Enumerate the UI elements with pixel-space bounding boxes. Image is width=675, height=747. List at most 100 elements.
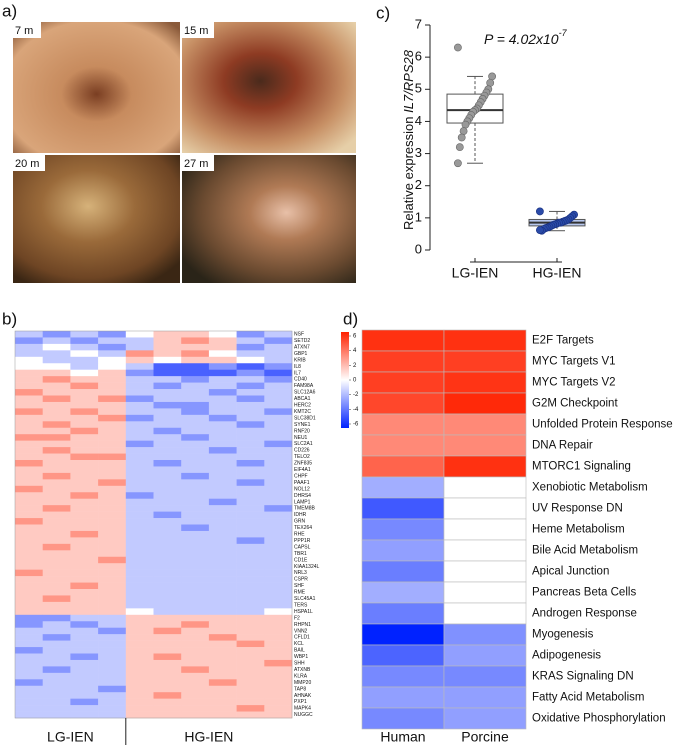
heatmap-cell	[98, 556, 127, 564]
heatmap-cell	[42, 627, 71, 635]
heatmap-cell	[264, 337, 293, 345]
gene-label: MMP20	[294, 680, 311, 686]
heatmap-cell	[98, 537, 127, 545]
heatmap-cell	[15, 498, 43, 506]
heatmap-cell	[98, 563, 127, 570]
heatmap-cell	[15, 537, 43, 545]
heatmap-cell	[181, 395, 210, 403]
heatmap-cell	[181, 672, 210, 680]
gene-label: SLC38D1	[294, 415, 316, 421]
heatmap-cell	[153, 698, 182, 706]
heatmap-cell	[15, 556, 43, 564]
heatmap-cell	[361, 413, 445, 436]
heatmap-cell	[15, 595, 43, 603]
heatmap-cell	[153, 343, 182, 351]
heatmap-cell	[70, 659, 99, 667]
heatmap-cell	[98, 666, 127, 674]
heatmap-cell	[443, 350, 527, 373]
heatmap-cell	[42, 595, 71, 603]
heatmap-cell	[15, 363, 43, 370]
heatmap-cell	[264, 492, 293, 499]
annotation: P = 4.02x10-7	[484, 28, 568, 46]
heatmap-cell	[153, 447, 182, 454]
heatmap-cell	[264, 537, 293, 545]
heatmap-cell	[15, 505, 43, 512]
heatmap-cell	[70, 582, 99, 590]
heatmap-cell	[208, 479, 237, 487]
gene-label: RHPN1	[294, 622, 311, 628]
heatmap-cell	[15, 434, 43, 441]
heatmap-cell	[98, 505, 127, 512]
heatmap-cell	[181, 543, 210, 551]
heatmap-cell	[15, 576, 43, 583]
heatmap-cell	[361, 476, 445, 499]
heatmap-cell	[153, 556, 182, 564]
heatmap-cell	[181, 627, 210, 635]
heatmap-cell	[98, 530, 127, 538]
gene-label: CD1E	[294, 557, 308, 563]
heatmap-cell	[264, 679, 293, 687]
gene-label: IL8	[294, 364, 301, 370]
heatmap-cell	[125, 653, 154, 661]
row-label: UV Response DN	[532, 503, 623, 515]
heatmap-cell	[153, 608, 182, 616]
heatmap-cell	[15, 337, 43, 345]
heatmap-cell	[70, 666, 99, 674]
heatmap-cell	[208, 498, 237, 506]
heatmap-cell	[153, 692, 182, 699]
gene-label: CD226	[294, 448, 310, 454]
heatmap-cell	[208, 395, 237, 403]
heatmap-cell	[125, 337, 154, 345]
heatmap-cell	[70, 492, 99, 499]
heatmap-cell	[264, 530, 293, 538]
heatmap-cell	[153, 427, 182, 435]
heatmap-cell	[236, 518, 265, 525]
heatmap-cell	[15, 608, 43, 616]
heatmap-cell	[42, 569, 71, 577]
heatmap-cell	[264, 576, 293, 583]
gene-label: CHPF	[294, 473, 308, 479]
heatmap-cell	[15, 621, 43, 628]
heatmap-cell	[98, 472, 127, 480]
heatmap-cell	[181, 421, 210, 429]
heatmap-cell	[15, 492, 43, 499]
heatmap-cell	[181, 537, 210, 545]
heatmap-cell	[181, 524, 210, 532]
heatmap-cell	[70, 576, 99, 583]
heatmap-cell	[42, 589, 71, 596]
heatmap-cell	[181, 556, 210, 564]
gene-label: VNN2	[294, 628, 308, 634]
heatmap-cell	[125, 614, 154, 622]
gene-label: PPP1R	[294, 538, 311, 544]
heatmap-cell	[236, 614, 265, 622]
heatmap-cell	[208, 634, 237, 641]
heatmap-cell	[15, 685, 43, 693]
heatmap-cell	[264, 569, 293, 577]
heatmap-cell	[98, 331, 127, 338]
heatmap-cell	[264, 647, 293, 654]
heatmap-cell	[264, 614, 293, 622]
heatmap-cell	[208, 356, 237, 364]
heatmap-cell	[15, 395, 43, 403]
heatmap-cell	[264, 485, 293, 493]
heatmap-cell	[264, 595, 293, 603]
row-label: Oxidative Phosphorylation	[532, 713, 666, 725]
heatmap-cell	[264, 621, 293, 628]
heatmap-cell	[98, 524, 127, 532]
heatmap-cell	[98, 601, 127, 609]
heatmap-cell	[208, 653, 237, 661]
photos: 7 m 15 m 20 m 27 m	[13, 22, 356, 283]
heatmap-cell	[70, 479, 99, 487]
heatmap-cell	[236, 653, 265, 661]
point	[536, 207, 544, 216]
row-label: Adipogenesis	[532, 650, 601, 662]
heatmap-cell	[181, 518, 210, 525]
heatmap-cell	[153, 653, 182, 661]
heatmap-cell	[70, 556, 99, 564]
heatmap-cell	[181, 640, 210, 648]
heatmap-cell	[153, 563, 182, 570]
heatmap-cell	[153, 537, 182, 545]
heatmap-cell	[236, 556, 265, 564]
heatmap-cell	[125, 434, 154, 441]
heatmap-cell	[125, 427, 154, 435]
